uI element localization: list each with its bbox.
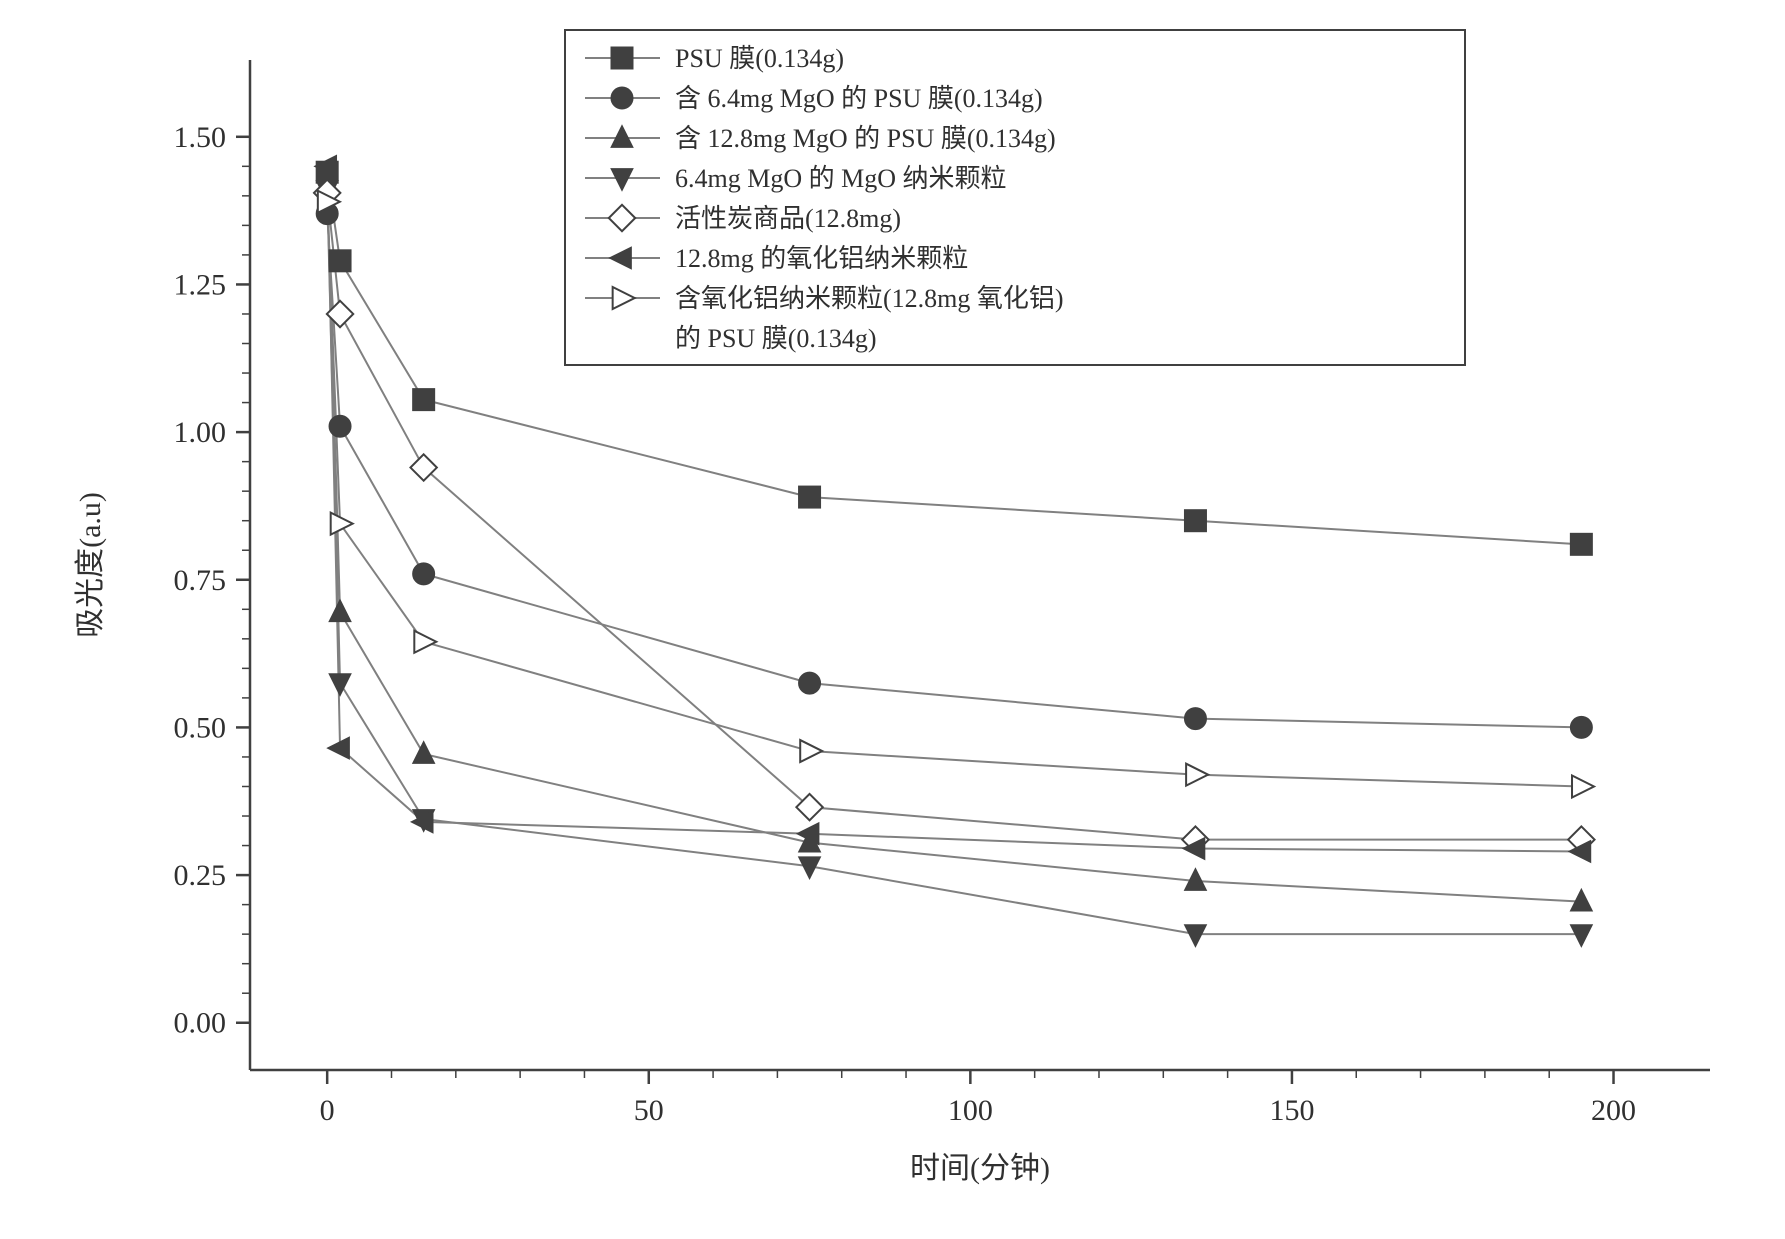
x-tick-label: 0 — [320, 1094, 335, 1127]
legend-item-label: 的 PSU 膜(0.134g) — [675, 324, 877, 353]
x-tick-label: 200 — [1591, 1094, 1636, 1127]
x-axis-label: 时间(分钟) — [910, 1152, 1050, 1185]
y-tick-label: 0.50 — [174, 711, 227, 744]
y-tick-label: 1.50 — [174, 121, 227, 154]
legend-item-label: 含 6.4mg MgO 的 PSU 膜(0.134g) — [675, 84, 1043, 113]
y-tick-label: 0.25 — [174, 859, 227, 892]
x-tick-label: 50 — [634, 1094, 664, 1127]
y-tick-label: 1.00 — [174, 416, 227, 449]
legend-item-label: 6.4mg MgO 的 MgO 纳米颗粒 — [675, 164, 1007, 193]
y-axis-label: 吸光度(a.u) — [74, 492, 107, 638]
chart-container: 0 50 100 150 200 0.00 0.25 0.50 0.75 1.00 1.25 1.50… — [0, 0, 1785, 1239]
x-tick-label: 100 — [948, 1094, 993, 1127]
y-tick-label: 1.25 — [174, 268, 227, 301]
legend-item-label: 含 12.8mg MgO 的 PSU 膜(0.134g) — [675, 124, 1056, 153]
x-tick-label: 150 — [1269, 1094, 1314, 1127]
legend-item-label: PSU 膜(0.134g) — [675, 44, 844, 73]
legend: PSU 膜(0.134g) 含 6.4mg MgO 的 PSU 膜(0.134g)… — [565, 30, 1465, 365]
y-tick-label: 0.00 — [174, 1007, 227, 1040]
chart-svg: 0 50 100 150 200 0.00 0.25 0.50 0.75 1.00 1.25 1.50… — [0, 0, 1785, 1239]
legend-item-label: 活性炭商品(12.8mg) — [675, 204, 901, 233]
legend-item-label: 12.8mg 的氧化铝纳米颗粒 — [675, 244, 968, 273]
y-tick-label: 0.75 — [174, 564, 227, 597]
legend-item-label: 含氧化铝纳米颗粒(12.8mg 氧化铝) — [675, 284, 1064, 313]
